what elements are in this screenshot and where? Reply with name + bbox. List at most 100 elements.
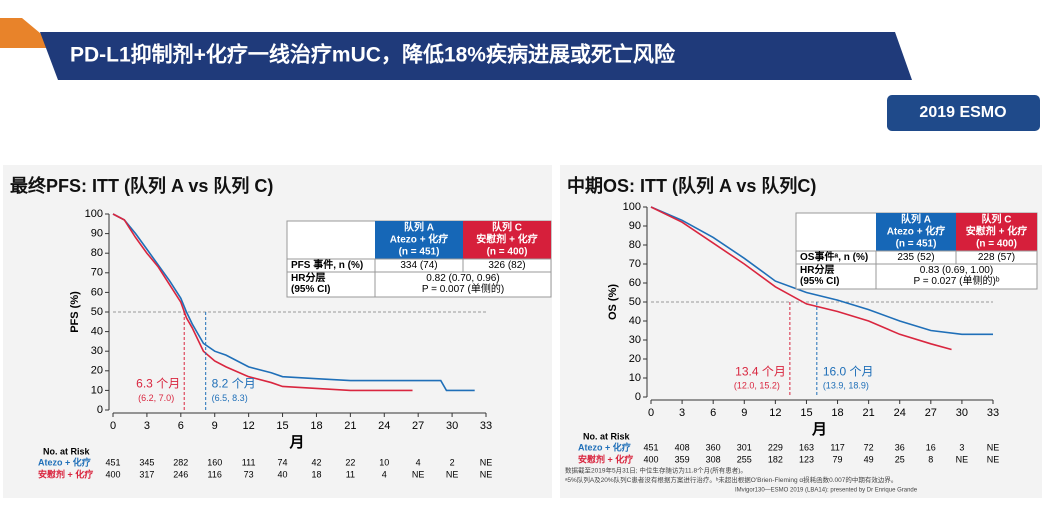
slide-title: PD-L1抑制剂+化疗一线治疗mUC，降低18%疾病进展或死亡风险 [70, 43, 676, 67]
x-tick-label: 6 [710, 407, 716, 419]
risk-count: 11 [346, 469, 355, 479]
y-tick-label: 0 [635, 391, 641, 403]
x-tick-label: 24 [378, 420, 390, 432]
y-tick-label: 10 [629, 372, 641, 384]
x-tick-label: 3 [679, 407, 685, 419]
x-tick-label: 24 [894, 407, 906, 419]
y-tick-label: 30 [91, 345, 103, 357]
risk-count: 2 [450, 457, 455, 467]
x-tick-label: 15 [800, 407, 812, 419]
risk-count: 408 [675, 442, 690, 452]
risk-count: NE [480, 457, 493, 467]
table-header-text: 队列 C [982, 213, 1012, 226]
table-row-label: (95% CI) [800, 276, 839, 287]
median-label: 6.3 个月 [136, 377, 180, 391]
y-axis-label: OS (%) [607, 284, 619, 320]
y-tick-label: 20 [629, 353, 641, 365]
risk-count: 451 [105, 457, 120, 467]
table-cell: 0.83 (0.69, 1.00) [920, 265, 993, 276]
risk-count: 400 [643, 454, 658, 464]
risk-count: 163 [799, 442, 814, 452]
risk-count: 117 [830, 442, 844, 452]
y-tick-label: 70 [91, 267, 103, 279]
x-tick-label: 9 [212, 420, 218, 432]
risk-count: 360 [706, 442, 721, 452]
risk-count: 229 [768, 442, 783, 452]
table-header-text: 队列 A [404, 221, 434, 234]
risk-count: 42 [311, 457, 321, 467]
y-tick-label: 100 [623, 201, 641, 213]
table-header-text: Atezo + 化疗 [887, 225, 946, 238]
risk-count: 16 [926, 442, 936, 452]
km-curve [650, 206, 993, 336]
x-tick-label: 12 [769, 407, 781, 419]
table-header-cell [876, 213, 956, 251]
x-tick-label: 33 [987, 407, 999, 419]
footnote: IMvigor130—ESMO 2019 (LBA14): presented … [735, 488, 918, 494]
x-tick-label: 30 [446, 420, 458, 432]
footnote: ᵃ5%队列A及20%队列C患者没有根据方案进行治疗。ᵇ未超出根据O'Brien-… [565, 475, 897, 484]
y-tick-label: 100 [85, 208, 103, 220]
table-header-text: (n = 400) [976, 239, 1017, 250]
median-label: 13.4 个月 [735, 364, 786, 378]
risk-count: NE [956, 454, 969, 464]
table-cell: P = 0.007 (单侧的) [422, 282, 504, 295]
risk-count: 116 [208, 469, 222, 479]
footnote: 数据截至2019年5月31日; 中位生存随访为11.8个月(所有患者)。 [565, 466, 747, 475]
risk-count: 72 [864, 442, 874, 452]
x-tick-label: 3 [144, 420, 150, 432]
table-header-text: 安慰剂 + 化疗 [476, 233, 537, 246]
table-header-cell [375, 221, 463, 259]
y-tick-label: 60 [91, 286, 103, 298]
risk-count: 123 [799, 454, 814, 464]
y-tick-label: 70 [629, 258, 641, 270]
risk-count: 451 [643, 442, 658, 452]
x-tick-label: 21 [344, 420, 356, 432]
x-tick-label: 30 [956, 407, 968, 419]
x-tick-label: 15 [276, 420, 288, 432]
risk-count: 282 [173, 457, 188, 467]
x-tick-label: 18 [310, 420, 322, 432]
table-row-label: (95% CI) [291, 284, 330, 295]
risk-count: 40 [278, 469, 288, 479]
median-label: 16.0 个月 [823, 364, 874, 378]
risk-count: NE [446, 469, 459, 479]
table-header-text: Atezo + 化疗 [390, 233, 449, 246]
y-tick-label: 80 [91, 247, 103, 259]
x-axis-label: 月 [811, 421, 827, 438]
risk-count: 4 [416, 457, 421, 467]
risk-count: 301 [737, 442, 752, 452]
risk-title: No. at Risk [583, 431, 631, 441]
table-header-cell [463, 221, 551, 259]
y-tick-label: 0 [97, 404, 103, 416]
median-ci: (13.9, 18.9) [823, 381, 869, 391]
x-tick-label: 9 [741, 407, 747, 419]
km-curve [112, 213, 475, 392]
table-header-text: 安慰剂 + 化疗 [966, 225, 1027, 238]
risk-count: 111 [242, 457, 256, 467]
badge-text: 2019 ESMO [919, 104, 1006, 121]
y-tick-label: 40 [91, 326, 103, 338]
risk-count: 345 [139, 457, 154, 467]
risk-name: Atezo + 化疗 [38, 456, 91, 467]
y-tick-label: 80 [629, 239, 641, 251]
x-tick-label: 33 [480, 420, 492, 432]
risk-count: NE [480, 469, 493, 479]
y-tick-label: 50 [91, 306, 103, 318]
risk-count: 317 [139, 469, 154, 479]
table-cell: 334 (74) [400, 260, 437, 271]
median-ci: (6.5, 8.3) [212, 393, 248, 403]
table-row-label: HR分层 [291, 271, 325, 284]
y-tick-label: 30 [629, 334, 641, 346]
x-axis-label: 月 [289, 434, 305, 451]
x-tick-label: 21 [863, 407, 875, 419]
median-ci: (6.2, 7.0) [138, 393, 174, 403]
table-header-text: (n = 400) [487, 247, 528, 258]
risk-count: 182 [768, 454, 783, 464]
table-header-cell [956, 213, 1037, 251]
table-cell: P = 0.027 (单侧的)ᵇ [913, 274, 999, 287]
y-tick-label: 60 [629, 277, 641, 289]
risk-count: 18 [311, 469, 321, 479]
risk-count: NE [987, 442, 1000, 452]
